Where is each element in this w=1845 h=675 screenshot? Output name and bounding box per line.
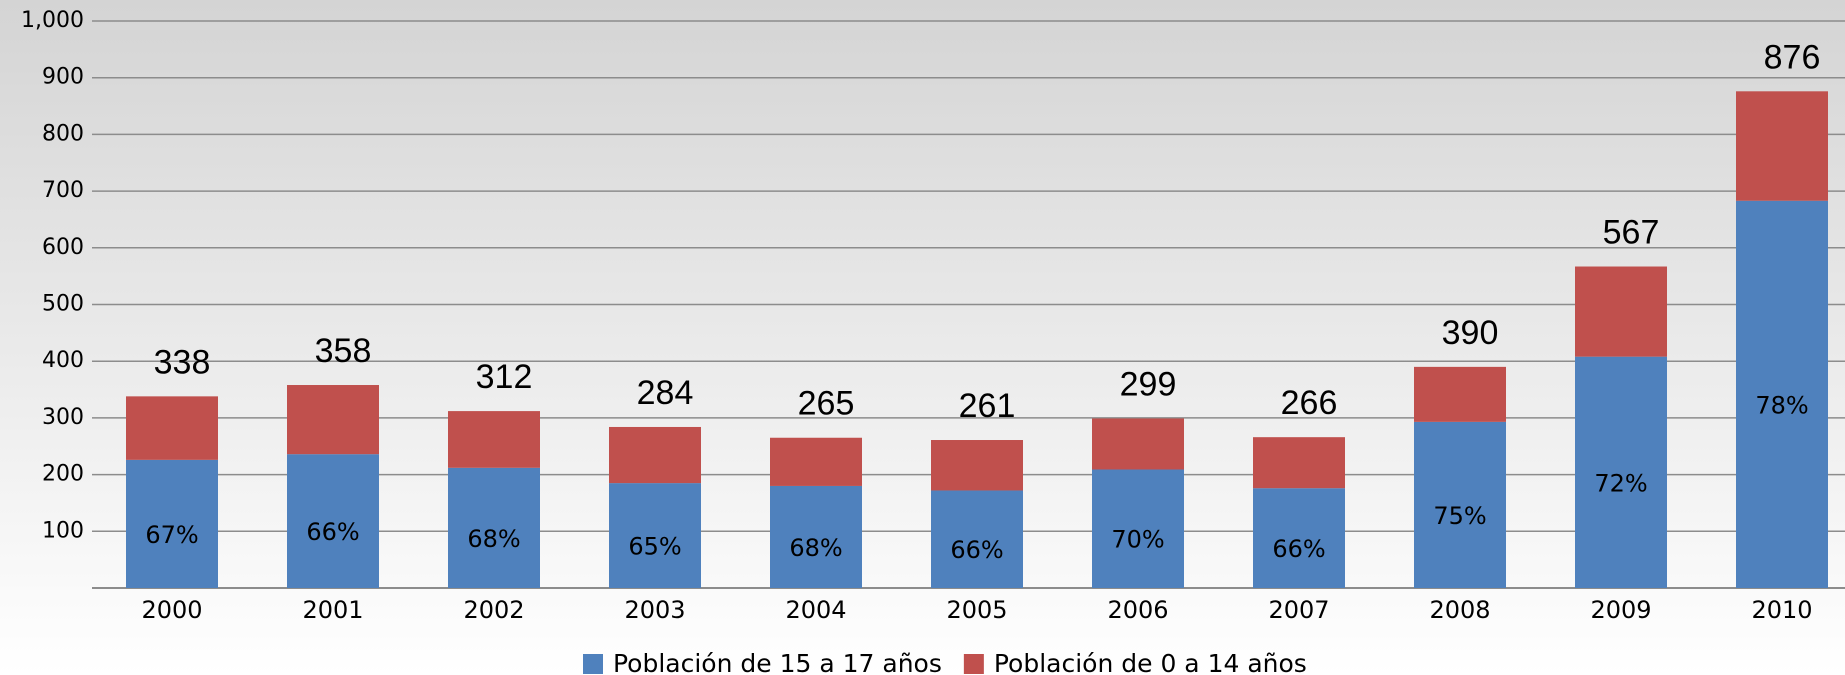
y-tick-label: 700: [42, 178, 84, 203]
y-tick-label: 600: [42, 235, 84, 260]
bar-segment: [770, 485, 862, 588]
bar-segment: [1575, 266, 1667, 357]
bar-segment: [609, 426, 701, 484]
y-tick-label: 1,000: [21, 8, 84, 33]
legend-swatch: [963, 654, 984, 674]
percent-label: 66%: [950, 536, 1003, 564]
bar-segment: [931, 440, 1023, 491]
x-tick-label: 2009: [1590, 596, 1651, 624]
total-label: 358: [315, 332, 372, 370]
x-tick-label: 2002: [463, 596, 524, 624]
legend-swatch: [583, 654, 603, 674]
percent-label: 67%: [145, 521, 198, 549]
total-label: 266: [1281, 384, 1338, 422]
total-label: 876: [1764, 38, 1821, 76]
bar-segment: [1414, 421, 1506, 588]
bar-segment: [1575, 356, 1667, 588]
percent-label: 66%: [306, 518, 359, 546]
y-tick-label: 300: [42, 405, 84, 430]
bar-segment: [126, 459, 218, 588]
x-tick-label: 2005: [946, 596, 1007, 624]
bar-segment: [287, 454, 379, 588]
bar-segment: [287, 385, 379, 455]
legend-label: Población de 15 a 17 años: [613, 649, 942, 675]
total-label: 261: [959, 387, 1016, 425]
x-tick-label: 2000: [141, 596, 202, 624]
percent-label: 66%: [1272, 535, 1325, 563]
legend-label: Población de 0 a 14 años: [994, 649, 1307, 675]
x-tick-label: 2004: [785, 596, 846, 624]
total-label: 299: [1120, 365, 1177, 403]
y-tick-label: 500: [42, 292, 84, 317]
bar-segment: [448, 411, 540, 468]
bar-segment: [1253, 488, 1345, 588]
x-tick-label: 2006: [1107, 596, 1168, 624]
y-tick-label: 400: [42, 348, 84, 373]
x-tick-label: 2001: [302, 596, 363, 624]
bar-segment: [1736, 200, 1828, 588]
y-tick-label: 200: [42, 462, 84, 487]
x-tick-label: 2010: [1751, 596, 1812, 624]
bar-segment: [126, 396, 218, 460]
bar-segment: [609, 483, 701, 588]
total-label: 284: [637, 374, 694, 412]
total-label: 338: [154, 343, 211, 381]
y-tick-label: 100: [42, 518, 84, 543]
y-tick-label: 800: [42, 121, 84, 146]
percent-label: 68%: [789, 534, 842, 562]
x-tick-label: 2007: [1268, 596, 1329, 624]
percent-label: 65%: [628, 533, 681, 561]
percent-label: 78%: [1755, 391, 1808, 419]
bar-segment: [1253, 437, 1345, 489]
bar-segment: [1092, 418, 1184, 470]
bar-segment: [770, 437, 862, 486]
y-tick-label: 900: [42, 65, 84, 90]
bar-segment: [1414, 366, 1506, 422]
total-label: 265: [798, 385, 855, 423]
total-label: 312: [476, 358, 533, 396]
bar-segment: [1736, 91, 1828, 201]
percent-label: 68%: [467, 525, 520, 553]
percent-label: 72%: [1594, 469, 1647, 497]
bar-segment: [1092, 469, 1184, 588]
percent-label: 70%: [1111, 526, 1164, 554]
total-label: 567: [1603, 213, 1660, 251]
total-label: 390: [1442, 314, 1499, 352]
percent-label: 75%: [1433, 502, 1486, 530]
x-tick-label: 2003: [624, 596, 685, 624]
x-tick-label: 2008: [1429, 596, 1490, 624]
bar-segment: [931, 490, 1023, 588]
bar-segment: [448, 467, 540, 588]
